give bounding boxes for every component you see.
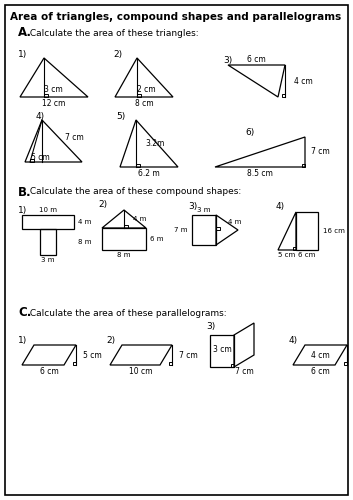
Text: 16 cm: 16 cm: [323, 228, 345, 234]
Bar: [40, 229, 56, 255]
Text: 5 cm: 5 cm: [31, 154, 49, 162]
Text: 1): 1): [18, 206, 27, 214]
Text: 6 cm: 6 cm: [298, 252, 316, 258]
Bar: [192, 215, 216, 245]
Bar: [293, 246, 296, 250]
Bar: [30, 158, 34, 162]
Bar: [210, 335, 234, 367]
Text: 3.2m: 3.2m: [145, 139, 164, 148]
Text: 6 cm: 6 cm: [247, 56, 266, 64]
Text: 7 m: 7 m: [174, 227, 187, 233]
Text: 1): 1): [18, 50, 27, 58]
Bar: [281, 94, 285, 97]
Text: 8 m: 8 m: [78, 239, 91, 245]
Bar: [102, 228, 146, 250]
Bar: [72, 362, 76, 365]
Text: 4): 4): [276, 202, 285, 210]
Text: 5): 5): [116, 112, 125, 120]
Text: 6): 6): [245, 128, 254, 136]
Text: 7 cm: 7 cm: [235, 368, 253, 376]
Text: 6 m: 6 m: [150, 236, 163, 242]
Bar: [296, 212, 318, 250]
Text: Area of triangles, compound shapes and parallelograms: Area of triangles, compound shapes and p…: [10, 12, 342, 22]
Text: 3 m: 3 m: [197, 207, 211, 213]
Text: A.: A.: [18, 26, 32, 40]
Text: 3): 3): [188, 202, 197, 211]
Text: 3 cm: 3 cm: [44, 84, 62, 94]
Bar: [137, 94, 140, 97]
Text: Calculate the area of these compound shapes:: Calculate the area of these compound sha…: [27, 188, 241, 196]
Bar: [301, 164, 305, 167]
Text: 8 cm: 8 cm: [135, 98, 153, 108]
Text: 3 cm: 3 cm: [213, 344, 231, 354]
Bar: [168, 362, 172, 365]
Bar: [343, 362, 347, 365]
Text: 3): 3): [223, 56, 232, 64]
Bar: [22, 215, 74, 229]
Text: 7 cm: 7 cm: [311, 148, 330, 156]
Text: 4 m: 4 m: [228, 219, 241, 225]
Text: 6 cm: 6 cm: [311, 366, 329, 376]
Text: 4): 4): [289, 336, 298, 344]
Text: 1): 1): [18, 336, 27, 344]
Text: B.: B.: [18, 186, 32, 198]
Text: 3 m: 3 m: [41, 257, 55, 263]
Text: 2): 2): [98, 200, 107, 209]
Text: 4 cm: 4 cm: [311, 350, 329, 360]
Text: Calculate the area of these triangles:: Calculate the area of these triangles:: [27, 28, 199, 38]
Text: 4 m: 4 m: [133, 216, 146, 222]
Text: 4): 4): [36, 112, 45, 120]
Text: 2 cm: 2 cm: [137, 84, 155, 94]
Text: 2): 2): [113, 50, 122, 58]
Text: 4 cm: 4 cm: [294, 76, 313, 86]
Text: 8.5 cm: 8.5 cm: [247, 168, 273, 177]
Text: 2): 2): [106, 336, 115, 344]
Bar: [216, 226, 220, 230]
Text: 5 cm: 5 cm: [83, 350, 102, 360]
Text: 10 m: 10 m: [39, 207, 57, 213]
Text: 3): 3): [206, 322, 215, 332]
Text: 5 cm: 5 cm: [279, 252, 295, 258]
Text: 10 cm: 10 cm: [129, 366, 153, 376]
Text: 8 m: 8 m: [117, 252, 131, 258]
Bar: [231, 364, 234, 367]
Text: 6.2 m: 6.2 m: [138, 168, 160, 177]
Text: 6 cm: 6 cm: [40, 366, 58, 376]
Text: C.: C.: [18, 306, 31, 320]
Text: 7 cm: 7 cm: [179, 350, 198, 360]
Text: 7 cm: 7 cm: [65, 134, 84, 142]
Bar: [44, 94, 48, 97]
Bar: [124, 224, 127, 228]
Text: 12 cm: 12 cm: [42, 98, 66, 108]
Text: 4 m: 4 m: [78, 219, 91, 225]
Bar: [136, 164, 139, 167]
Text: Calculate the area of these parallelograms:: Calculate the area of these parallelogra…: [27, 308, 227, 318]
